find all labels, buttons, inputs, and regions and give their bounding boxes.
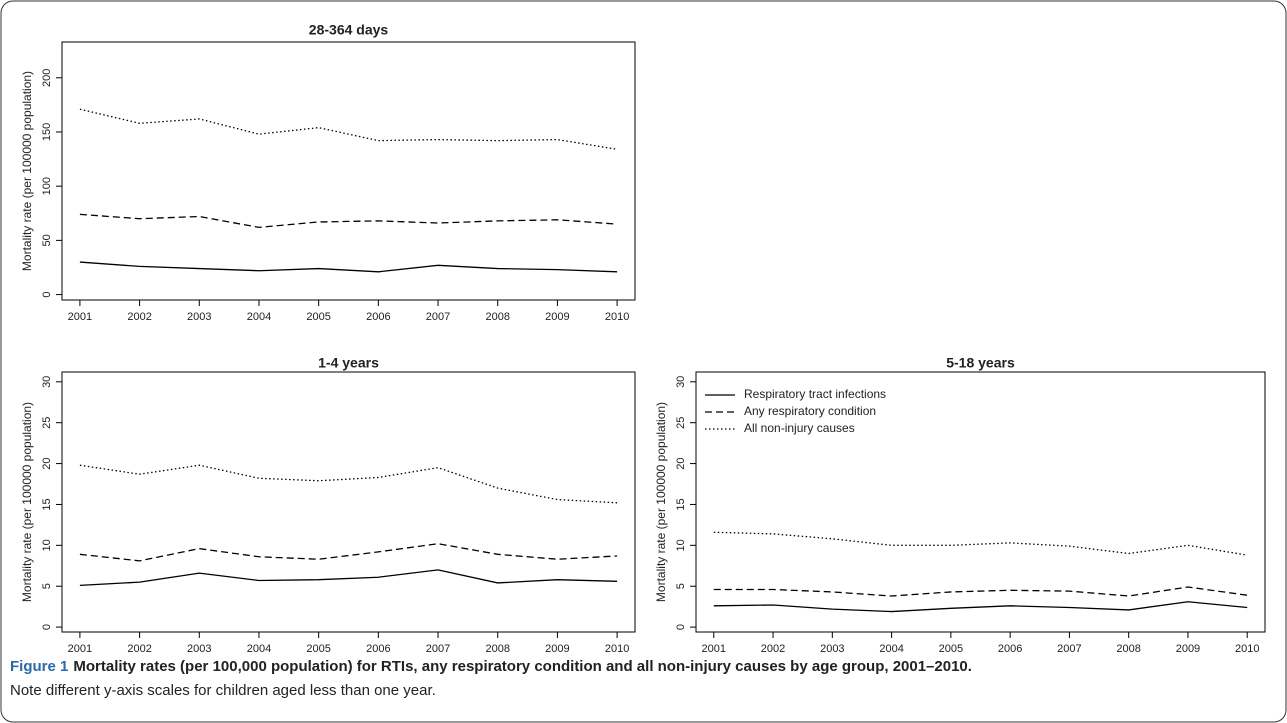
x-tick-label: 2006	[366, 643, 390, 655]
y-tick-label: 10	[675, 539, 687, 551]
y-axis-label: Mortality rate (per 100000 population)	[20, 402, 34, 602]
series-line	[79, 261, 618, 273]
series-line	[79, 213, 618, 229]
x-tick-label: 2007	[426, 311, 450, 323]
y-tick-label: 0	[41, 624, 53, 630]
y-tick-label: 0	[675, 624, 687, 630]
x-tick-label: 2002	[127, 643, 151, 655]
y-tick-label: 50	[41, 234, 53, 246]
series-line	[713, 601, 1248, 613]
y-tick-label: 5	[675, 583, 687, 589]
legend-label: Respiratory tract infections	[744, 387, 886, 401]
x-tick-label: 2009	[545, 643, 569, 655]
y-tick-label: 20	[41, 457, 53, 469]
y-tick-label: 20	[675, 457, 687, 469]
series-line	[79, 543, 618, 562]
x-tick-label: 2004	[879, 643, 903, 655]
caption-line: Figure 1 Mortality rates (per 100,000 pop…	[10, 658, 972, 675]
x-tick-label: 2002	[761, 643, 785, 655]
x-tick-label: 2008	[485, 311, 509, 323]
x-tick-label: 2009	[1176, 643, 1200, 655]
x-tick-label: 2001	[68, 311, 92, 323]
legend-label: Any respiratory condition	[744, 404, 876, 418]
x-tick-label: 2001	[68, 643, 92, 655]
y-axis-label: Mortality rate (per 100000 population)	[20, 71, 34, 271]
legend-label: All non-injury causes	[744, 421, 855, 435]
series-line	[79, 108, 618, 150]
x-tick-label: 2008	[1116, 643, 1140, 655]
y-tick-label: 30	[41, 376, 53, 388]
caption-label: Figure 1	[10, 658, 68, 675]
x-tick-label: 2005	[939, 643, 963, 655]
x-tick-label: 2010	[1235, 643, 1259, 655]
series-line	[79, 464, 618, 504]
plot-box	[695, 371, 1266, 633]
chart-title: 1-4 years	[318, 355, 379, 371]
x-tick-label: 2004	[247, 311, 271, 323]
x-tick-label: 2007	[1057, 643, 1081, 655]
x-tick-label: 2010	[605, 643, 629, 655]
x-tick-label: 2003	[820, 643, 844, 655]
y-tick-label: 15	[41, 498, 53, 510]
x-tick-label: 2003	[187, 311, 211, 323]
y-axis-label: Mortality rate (per 100000 population)	[654, 402, 668, 602]
x-tick-label: 2007	[426, 643, 450, 655]
chart-title: 28-364 days	[309, 22, 389, 38]
x-tick-label: 2001	[702, 643, 726, 655]
y-tick-label: 25	[41, 417, 53, 429]
y-tick-label: 5	[41, 583, 53, 589]
caption-note: Note different y-axis scales for childre…	[10, 682, 436, 699]
x-tick-label: 2006	[366, 311, 390, 323]
y-tick-label: 15	[675, 498, 687, 510]
x-tick-label: 2005	[306, 311, 330, 323]
x-tick-label: 2004	[247, 643, 271, 655]
y-tick-label: 200	[41, 69, 53, 87]
y-tick-label: 100	[41, 177, 53, 195]
series-line	[79, 569, 618, 587]
plot-box	[61, 371, 636, 633]
y-tick-label: 0	[41, 292, 53, 298]
x-tick-label: 2002	[127, 311, 151, 323]
y-tick-label: 25	[675, 417, 687, 429]
series-line	[713, 586, 1248, 597]
x-tick-label: 2008	[485, 643, 509, 655]
x-tick-label: 2009	[545, 311, 569, 323]
y-tick-label: 150	[41, 123, 53, 141]
y-tick-label: 30	[675, 376, 687, 388]
caption-title: Mortality rates (per 100,000 population)…	[73, 658, 972, 675]
x-tick-label: 2005	[306, 643, 330, 655]
series-line	[713, 531, 1248, 556]
y-tick-label: 10	[41, 539, 53, 551]
x-tick-label: 2006	[998, 643, 1022, 655]
x-tick-label: 2003	[187, 643, 211, 655]
chart-title: 5-18 years	[946, 355, 1015, 371]
x-tick-label: 2010	[605, 311, 629, 323]
plot-box	[61, 41, 636, 301]
